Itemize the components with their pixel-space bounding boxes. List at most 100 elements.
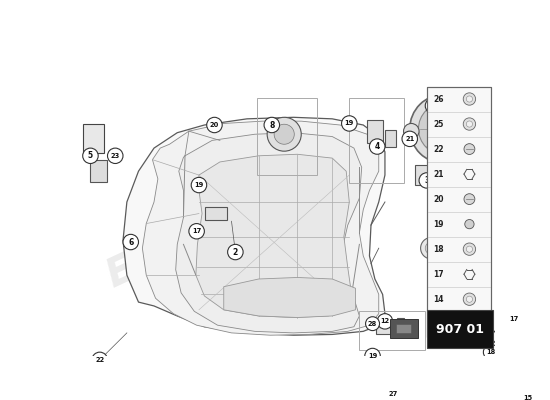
FancyBboxPatch shape (397, 318, 404, 329)
Circle shape (274, 124, 294, 144)
Circle shape (481, 329, 497, 344)
Circle shape (419, 173, 435, 188)
Text: 19: 19 (433, 220, 443, 229)
FancyBboxPatch shape (90, 160, 107, 182)
Circle shape (463, 293, 476, 305)
Text: 19: 19 (345, 120, 354, 126)
Circle shape (207, 117, 222, 133)
Circle shape (410, 94, 480, 164)
Text: 4: 4 (375, 142, 380, 151)
Circle shape (419, 103, 471, 155)
Text: 2: 2 (233, 248, 238, 256)
Circle shape (425, 242, 438, 254)
Polygon shape (142, 121, 379, 335)
Polygon shape (175, 133, 362, 333)
Circle shape (107, 148, 123, 164)
Text: 20: 20 (433, 195, 443, 204)
Circle shape (448, 143, 452, 148)
Circle shape (365, 348, 380, 364)
Text: 19: 19 (368, 353, 377, 359)
Text: 18: 18 (487, 349, 496, 355)
Circle shape (463, 93, 476, 105)
Text: 13: 13 (433, 320, 443, 329)
Text: 5: 5 (88, 151, 93, 160)
FancyBboxPatch shape (396, 324, 411, 333)
Circle shape (366, 317, 379, 330)
Circle shape (464, 194, 475, 204)
Text: 1: 1 (430, 101, 436, 110)
Circle shape (520, 391, 535, 400)
Circle shape (465, 220, 474, 229)
Text: 21: 21 (405, 136, 414, 142)
Text: 23: 23 (111, 153, 120, 159)
Text: 18: 18 (433, 245, 444, 254)
Circle shape (264, 117, 279, 133)
Circle shape (428, 137, 433, 141)
Text: 17: 17 (192, 228, 201, 234)
Circle shape (123, 234, 139, 250)
Circle shape (466, 96, 472, 102)
FancyBboxPatch shape (367, 120, 383, 143)
FancyBboxPatch shape (415, 166, 429, 185)
Text: 19: 19 (194, 182, 204, 188)
FancyBboxPatch shape (385, 130, 396, 147)
Text: 17: 17 (510, 316, 519, 322)
Text: 27: 27 (388, 392, 397, 398)
Circle shape (460, 126, 464, 131)
Text: 22: 22 (433, 144, 443, 154)
Text: 21: 21 (433, 170, 443, 178)
Circle shape (507, 311, 522, 327)
Circle shape (385, 387, 400, 400)
Text: e parts specialists since 1985: e parts specialists since 1985 (151, 226, 296, 301)
Circle shape (466, 296, 472, 302)
FancyBboxPatch shape (376, 320, 393, 334)
FancyBboxPatch shape (478, 302, 489, 318)
Text: 22: 22 (95, 357, 104, 363)
Circle shape (92, 352, 107, 368)
Circle shape (438, 122, 452, 136)
Circle shape (342, 116, 357, 131)
Circle shape (464, 144, 475, 154)
FancyBboxPatch shape (427, 86, 491, 337)
Polygon shape (123, 117, 385, 335)
Circle shape (82, 148, 98, 164)
Circle shape (466, 246, 472, 252)
Circle shape (456, 294, 472, 310)
Circle shape (448, 110, 452, 115)
Circle shape (421, 238, 442, 259)
FancyBboxPatch shape (390, 319, 417, 338)
FancyBboxPatch shape (457, 291, 474, 313)
Text: 26: 26 (433, 94, 443, 104)
Circle shape (402, 131, 417, 146)
Text: 16: 16 (484, 334, 493, 340)
Circle shape (370, 139, 385, 154)
Circle shape (377, 314, 393, 329)
Circle shape (428, 116, 433, 121)
FancyBboxPatch shape (427, 310, 493, 348)
FancyBboxPatch shape (82, 124, 104, 154)
Circle shape (404, 124, 419, 139)
Text: 3: 3 (424, 176, 430, 185)
Text: 907 01: 907 01 (436, 322, 484, 336)
Text: 8: 8 (269, 120, 274, 130)
Circle shape (191, 177, 207, 193)
Text: 14: 14 (433, 295, 443, 304)
Circle shape (463, 118, 476, 130)
Text: EUROSPARES: EUROSPARES (101, 139, 378, 296)
Text: 15: 15 (523, 395, 532, 400)
FancyBboxPatch shape (205, 207, 227, 220)
Circle shape (483, 344, 499, 360)
Circle shape (189, 224, 205, 239)
Text: 25: 25 (433, 120, 443, 128)
Text: 6: 6 (128, 238, 133, 246)
Circle shape (463, 243, 476, 255)
Text: 20: 20 (210, 122, 219, 128)
Text: 28: 28 (368, 321, 377, 327)
FancyBboxPatch shape (518, 398, 535, 400)
Polygon shape (196, 154, 351, 318)
Text: 28: 28 (459, 299, 469, 305)
Circle shape (466, 121, 472, 127)
Circle shape (267, 117, 301, 151)
Circle shape (425, 98, 441, 114)
Text: 17: 17 (433, 270, 444, 279)
